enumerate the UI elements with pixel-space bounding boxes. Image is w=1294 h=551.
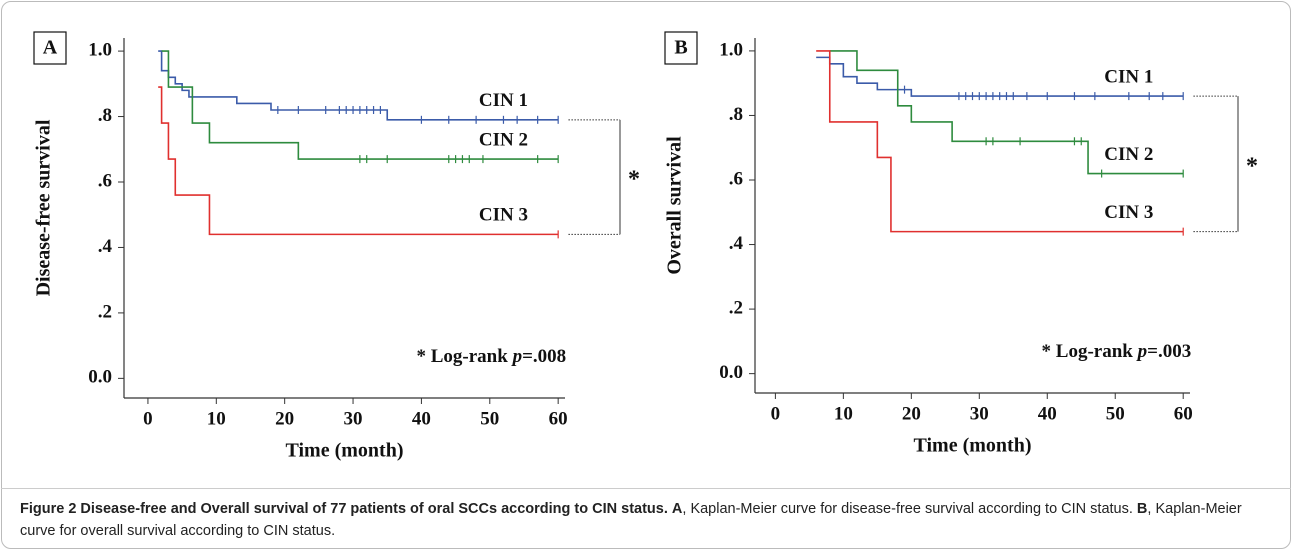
survival-curve [161, 50, 559, 160]
x-tick-label: 10 [834, 403, 853, 424]
series-label: CIN 3 [479, 205, 528, 226]
x-tick-label: 40 [412, 408, 431, 429]
annotation-suffix: =.008 [522, 346, 566, 367]
caption-a: A [671, 501, 683, 517]
x-tick-label: 20 [902, 403, 921, 424]
panel-label: A [43, 37, 58, 59]
y-tick-label: .4 [98, 236, 113, 257]
y-tick-label: .2 [729, 297, 743, 318]
survival-curve [158, 86, 559, 236]
series-label: CIN 1 [1104, 66, 1153, 87]
log-rank-annotation: * Log-rank p=.003 [1042, 341, 1192, 362]
caption-a-text: , Kaplan-Meier curve for disease-free su… [682, 501, 1133, 517]
x-tick-label: 50 [480, 408, 499, 429]
series-label: CIN 2 [479, 129, 528, 150]
x-tick-label: 30 [970, 403, 989, 424]
series-label: CIN 3 [1104, 202, 1153, 223]
survival-curve [816, 50, 1184, 233]
y-tick-label: .8 [729, 104, 743, 125]
panel-box [664, 31, 698, 65]
annotation-prefix: * Log-rank [417, 346, 513, 367]
x-tick-label: 10 [207, 408, 226, 429]
significance: * [628, 167, 640, 193]
charts: A 0.0 .2 .4 .6 .8 1.0 0 10 20 30 40 50 60 Time (month)… [33, 31, 1258, 462]
x-tick-label: 0 [771, 403, 781, 424]
x-tick-label: 40 [1038, 403, 1057, 424]
survival-curve [158, 50, 559, 121]
x-tick-label: 20 [275, 408, 294, 429]
annotation-suffix: =.003 [1147, 341, 1191, 362]
y-axis-title: Disease-free survival [33, 119, 55, 296]
significance: * [1246, 153, 1258, 179]
panel-box [33, 31, 67, 65]
x-axis-title: Time (month) [914, 435, 1032, 457]
series-label: CIN 2 [1104, 144, 1153, 165]
caption: Figure 2 Disease-free and Overall surviv… [20, 498, 1270, 542]
x-tick-label: 30 [344, 408, 363, 429]
annotation-italic: p [1136, 341, 1148, 362]
y-tick-label: 1.0 [88, 39, 112, 60]
y-tick-label: .2 [98, 301, 112, 322]
y-tick-label: 1.0 [719, 39, 743, 60]
x-tick-label: 60 [1174, 403, 1193, 424]
caption-b: B [1136, 501, 1148, 517]
y-axis-title: Overall survival [664, 136, 686, 275]
separator [1, 488, 1291, 489]
y-tick-label: .6 [98, 170, 112, 191]
x-tick-label: 50 [1106, 403, 1125, 424]
y-tick-label: 0.0 [719, 362, 743, 383]
y-tick-label: .8 [98, 105, 112, 126]
y-tick-label: 0.0 [88, 367, 112, 388]
y-tick-label: .4 [729, 233, 744, 254]
x-tick-label: 60 [549, 408, 568, 429]
caption-title: Figure 2 Disease-free and Overall surviv… [20, 501, 668, 517]
y-tick-label: .6 [729, 168, 743, 189]
x-axis-title: Time (month) [286, 440, 404, 462]
log-rank-annotation: * Log-rank p=.008 [417, 346, 567, 367]
survival-curve [829, 50, 1184, 175]
series-label: CIN 1 [479, 90, 528, 111]
panel-label: B [674, 37, 687, 59]
x-tick-label: 0 [143, 408, 153, 429]
annotation-prefix: * Log-rank [1042, 341, 1138, 362]
caption-b-text: , Kaplan-Meier curve for overall surviva… [20, 501, 1242, 539]
annotation-italic: p [511, 346, 523, 367]
